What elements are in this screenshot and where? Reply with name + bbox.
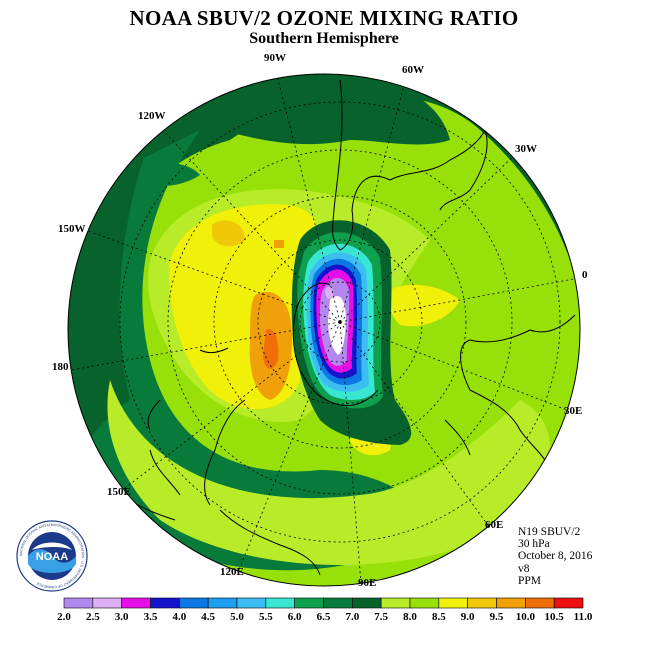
colorbar-tick-label: 3.0 [115, 611, 129, 623]
colorbar-swatch [380, 597, 411, 609]
lon-label-60E: 60E [485, 519, 503, 531]
colorbar-tick-label: 7.5 [374, 611, 388, 623]
colorbar-swatch [467, 597, 497, 609]
colorbar-tick-label: 2.0 [57, 611, 71, 623]
colorbar-swatch [553, 597, 584, 609]
coastlines [129, 79, 576, 576]
info-block: N19 SBUV/2 30 hPa October 8, 2016 v8 PPM [518, 526, 592, 587]
ozone-field [68, 74, 580, 586]
longitude-labels: 90W 60W 30W 0 30E 60E 90E 120E 150E 180 … [52, 52, 588, 589]
info-instrument: N19 SBUV/2 [518, 526, 581, 538]
lon-label-150E: 150E [107, 486, 131, 498]
lon-label-90W: 90W [264, 52, 286, 64]
lon-label-30E: 30E [564, 405, 582, 417]
colorbar-swatch [409, 597, 440, 609]
colorbar-swatch [525, 597, 555, 609]
colorbar-swatch [179, 597, 209, 609]
colorbar-tick-label: 11.0 [574, 611, 593, 623]
info-level: 30 hPa [518, 538, 550, 551]
lon-label-90E: 90E [358, 577, 376, 589]
colorbar-tick-label: 9.5 [490, 611, 504, 623]
colorbar-tick-label: 6.0 [288, 611, 302, 623]
info-version: v8 [518, 562, 530, 575]
colorbar-tick-label: 3.5 [144, 611, 158, 623]
colorbar-swatch [294, 597, 324, 609]
map-subtitle: Southern Hemisphere [249, 30, 399, 47]
colorbar-tick-label: 10.0 [516, 611, 536, 623]
colorbar-tick-label: 5.5 [259, 611, 273, 623]
colorbar-swatch [207, 597, 238, 609]
colorbar-swatch [265, 597, 295, 609]
noaa-logo-text: NOAA [36, 551, 68, 563]
graticule [68, 74, 580, 586]
lon-label-60W: 60W [402, 64, 424, 76]
lon-label-30W: 30W [515, 143, 537, 155]
lon-label-180: 180 [52, 361, 69, 373]
colorbar-swatch [63, 597, 94, 609]
noaa-logo: NOAA NATIONAL OCEANIC AND ATMOSPHERIC AD… [16, 520, 88, 592]
info-date: October 8, 2016 [518, 550, 593, 563]
colorbar-tick-label: 4.0 [172, 611, 186, 623]
colorbar [63, 597, 584, 609]
colorbar-swatch [438, 597, 468, 609]
info-units: PPM [518, 574, 542, 587]
colorbar-swatch [150, 597, 180, 609]
colorbar-tick-label: 4.5 [201, 611, 215, 623]
lon-label-0: 0 [582, 269, 588, 281]
colorbar-swatch [352, 597, 382, 609]
colorbar-tick-label: 2.5 [86, 611, 100, 623]
lon-label-120W: 120W [138, 110, 166, 122]
lon-label-120E: 120E [220, 566, 244, 578]
map-title: NOAA SBUV/2 OZONE MIXING RATIO [129, 6, 519, 30]
colorbar-swatch [236, 597, 267, 609]
colorbar-tick-label: 6.5 [317, 611, 331, 623]
colorbar-tick-label: 9.0 [461, 611, 475, 623]
colorbar-tick-label: 8.0 [403, 611, 417, 623]
colorbar-tick-label: 8.5 [432, 611, 446, 623]
colorbar-swatch [92, 597, 122, 609]
colorbar-swatch [323, 597, 353, 609]
colorbar-swatch [121, 597, 151, 609]
colorbar-tick-label: 10.5 [545, 611, 565, 623]
colorbar-tick-label: 7.0 [345, 611, 359, 623]
map-boundary [67, 73, 581, 587]
colorbar-ticks: 2.0 2.5 3.0 3.5 4.0 4.5 5.0 5.5 6.0 6.5 7.0 7.5 8.0 8… [57, 611, 593, 623]
lon-label-150W: 150W [58, 223, 86, 235]
colorbar-swatch [496, 597, 526, 609]
colorbar-tick-label: 5.0 [230, 611, 244, 623]
